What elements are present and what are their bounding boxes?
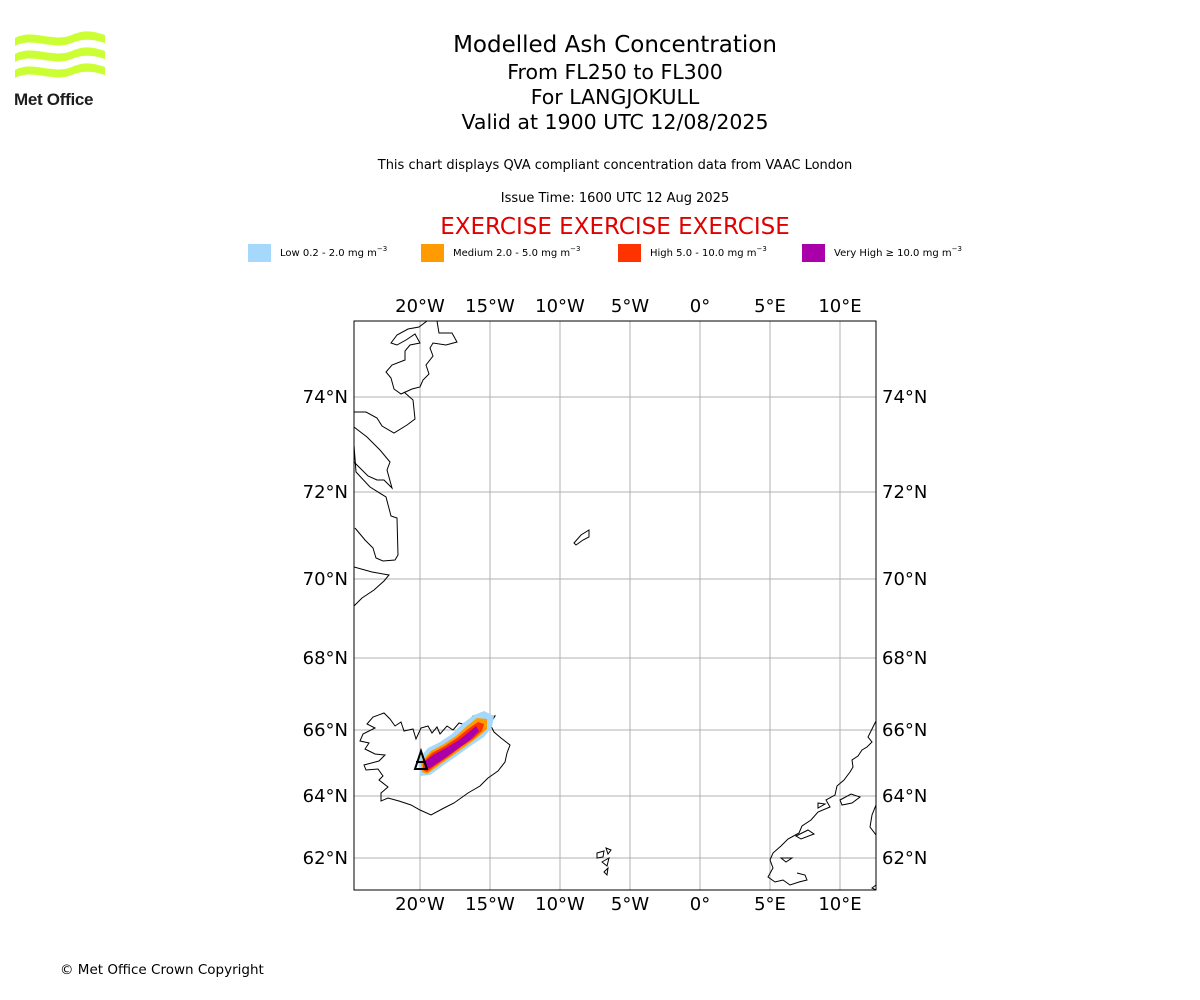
- lon-label: 5°W: [611, 894, 649, 915]
- legend-label-low: Low 0.2 - 2.0 mg m: [280, 247, 377, 259]
- map-frame: [353, 320, 877, 891]
- greenland-coastline: [354, 391, 416, 434]
- lat-labels-right: 74°N 72°N 70°N 68°N 66°N 64°N 62°N: [882, 387, 927, 869]
- greenland-coastline: [354, 566, 390, 607]
- title-line-3: For LANGJOKULL: [530, 85, 700, 109]
- greenland-coastline: [354, 444, 399, 562]
- faroe-coastline: [601, 856, 610, 867]
- greenland-coastline: [354, 426, 393, 490]
- norway-coastline: [871, 884, 876, 890]
- norway-coastline: [869, 804, 876, 836]
- title-line-1: Modelled Ash Concentration: [453, 32, 777, 58]
- title-line-4: Valid at 1900 UTC 12/08/2025: [461, 110, 769, 134]
- lon-label: 15°W: [465, 296, 515, 317]
- map-coastlines: [354, 321, 876, 890]
- legend-item-very-high: Very High ≥ 10.0 mg m −3: [802, 244, 962, 262]
- greenland-coastline: [385, 321, 458, 395]
- lon-label: 10°W: [535, 296, 585, 317]
- jan-mayen-coastline: [573, 529, 590, 546]
- lat-label: 62°N: [882, 848, 927, 869]
- norway-coastline: [817, 802, 827, 809]
- lat-label: 64°N: [882, 786, 927, 807]
- met-office-logo: Met Office: [14, 30, 109, 110]
- chart-title-block: Modelled Ash Concentration From FL250 to…: [415, 30, 815, 135]
- lon-label: 10°E: [818, 296, 861, 317]
- issue-time: Issue Time: 1600 UTC 12 Aug 2025: [500, 191, 730, 206]
- legend-swatch-high: [618, 244, 641, 262]
- legend-unit-exp: −3: [951, 245, 962, 253]
- legend-item-high: High 5.0 - 10.0 mg m −3: [618, 244, 767, 262]
- lat-labels-left: 74°N 72°N 70°N 68°N 66°N 64°N 62°N: [303, 387, 348, 869]
- ash-plume: [418, 711, 494, 776]
- lat-label: 70°N: [303, 569, 348, 590]
- map-gridlines: [354, 321, 876, 890]
- chart-subtitle: This chart displays QVA compliant concen…: [377, 158, 853, 173]
- lon-label: 0°: [690, 894, 710, 915]
- lat-label: 66°N: [303, 720, 348, 741]
- lat-label: 66°N: [882, 720, 927, 741]
- lon-label: 10°W: [535, 894, 585, 915]
- norway-coastline: [839, 793, 862, 806]
- lat-label: 74°N: [882, 387, 927, 408]
- title-line-2: From FL250 to FL300: [507, 60, 723, 84]
- faroe-coastline: [605, 847, 612, 856]
- lon-label: 15°W: [465, 894, 515, 915]
- legend: Low 0.2 - 2.0 mg m −3 Medium 2.0 - 5.0 mg…: [0, 244, 1200, 264]
- lat-label: 72°N: [882, 482, 927, 503]
- lat-label: 68°N: [303, 648, 348, 669]
- lon-label: 5°E: [754, 296, 786, 317]
- lon-labels-top: 20°W 15°W 10°W 5°W 0° 5°E 10°E: [395, 296, 861, 317]
- legend-unit-exp: −3: [756, 245, 767, 253]
- volcano-marker: [413, 747, 429, 770]
- lon-label: 20°W: [395, 296, 445, 317]
- exercise-banner: EXERCISE EXERCISE EXERCISE: [440, 214, 790, 240]
- lat-label: 62°N: [303, 848, 348, 869]
- legend-label-very-high: Very High ≥ 10.0 mg m: [834, 247, 952, 259]
- legend-label-high: High 5.0 - 10.0 mg m: [650, 247, 757, 259]
- iceland-coastline: [359, 712, 511, 816]
- met-office-wave-icon: [15, 31, 105, 78]
- lat-label: 64°N: [303, 786, 348, 807]
- legend-label-medium: Medium 2.0 - 5.0 mg m: [453, 247, 571, 259]
- ash-very-high-region: [424, 726, 479, 769]
- norway-coastline: [794, 829, 816, 840]
- lon-label: 20°W: [395, 894, 445, 915]
- lon-labels-bottom: 20°W 15°W 10°W 5°W 0° 5°E 10°E: [395, 894, 861, 915]
- lon-label: 10°E: [818, 894, 861, 915]
- copyright: © Met Office Crown Copyright: [60, 962, 264, 978]
- legend-swatch-medium: [421, 244, 444, 262]
- norway-coastline: [779, 857, 794, 863]
- lon-label: 5°W: [611, 296, 649, 317]
- legend-item-low: Low 0.2 - 2.0 mg m −3: [248, 244, 387, 262]
- faroe-coastline: [596, 850, 605, 859]
- logo-text: Met Office: [14, 90, 94, 109]
- lon-label: 5°E: [754, 894, 786, 915]
- norway-coastline: [767, 720, 876, 886]
- faroe-coastline: [603, 866, 609, 877]
- legend-unit-exp: −3: [376, 245, 388, 253]
- lat-label: 70°N: [882, 569, 927, 590]
- legend-item-medium: Medium 2.0 - 5.0 mg m −3: [421, 244, 580, 262]
- legend-swatch-low: [248, 244, 271, 262]
- legend-swatch-very-high: [802, 244, 825, 262]
- lon-label: 0°: [690, 296, 710, 317]
- lat-label: 72°N: [303, 482, 348, 503]
- lat-label: 68°N: [882, 648, 927, 669]
- legend-unit-exp: −3: [570, 245, 581, 253]
- lat-label: 74°N: [303, 387, 348, 408]
